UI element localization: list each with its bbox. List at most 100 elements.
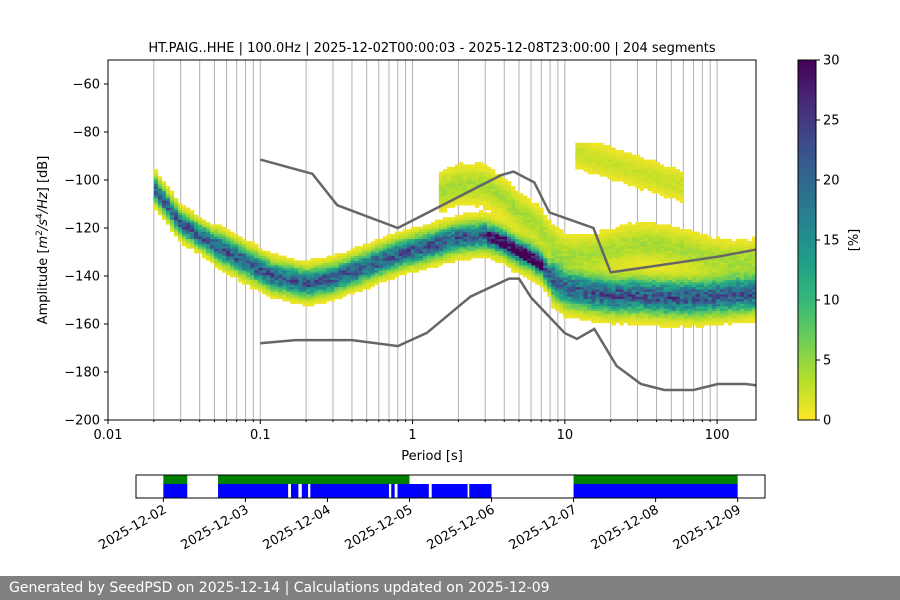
heatmap-cell [350,265,355,268]
heatmap-cell [603,253,608,256]
heatmap-cell [527,248,532,252]
heatmap-cell [711,262,717,266]
heatmap-cell [314,282,319,285]
heatmap-cell [326,294,331,297]
heatmap-cell [743,274,749,278]
heatmap-cell [515,200,520,204]
used-segment [301,484,309,498]
heatmap-cell [378,238,383,242]
heatmap-cell [366,279,371,283]
heatmap-cell [555,291,560,295]
heatmap-cell [495,190,500,194]
heatmap-cell [679,195,685,199]
heatmap-cell [675,262,681,266]
heatmap-cell [543,255,548,259]
heatmap-cell [619,159,624,163]
heatmap-cell [466,231,472,235]
heatmap-cell [422,226,428,230]
heatmap-cell [647,255,652,259]
heatmap-cell [651,306,656,309]
heatmap-cell [587,145,592,148]
heatmap-cell [619,171,624,175]
heatmap-cell [667,270,672,273]
heatmap-cell [651,270,656,273]
heatmap-cell [691,253,697,256]
heatmap-cell [623,306,628,309]
heatmap-cell [551,277,556,280]
heatmap-cell [615,162,620,165]
heatmap-cell [567,279,572,283]
heatmap-cell [595,248,600,252]
heatmap-cell [390,270,396,273]
heatmap-cell [643,231,648,235]
heatmap-cell [647,318,652,321]
heatmap-cell [619,250,624,254]
heatmap-cell [266,291,271,295]
heatmap-cell [499,193,504,196]
heatmap-cell [519,205,524,208]
heatmap-cell [519,217,524,220]
heatmap-cell [679,253,685,256]
heatmap-cell [751,282,756,285]
heatmap-cell [314,289,319,292]
heatmap-cell [747,270,753,273]
heatmap-cell [286,289,291,292]
heatmap-cell [623,320,628,324]
heatmap-cell [747,306,753,309]
heatmap-cell [479,222,484,225]
heatmap-cell [743,308,749,312]
heatmap-cell [238,243,243,247]
heatmap-cell [531,236,536,240]
heatmap-cell [727,274,733,278]
heatmap-cell [607,318,612,321]
heatmap-cell [362,274,367,278]
heatmap-cell [587,258,592,261]
heatmap-cell [599,145,604,148]
heatmap-cell [611,248,616,252]
heatmap-cell [282,289,287,292]
heatmap-cell [193,229,199,232]
heatmap-cell [679,322,685,326]
heatmap-cell [687,255,693,259]
heatmap-cell [193,246,199,249]
heatmap-cell [495,222,500,225]
heatmap-cell [422,234,428,237]
heatmap-cell [667,176,672,180]
heatmap-cell [330,274,335,278]
heatmap-cell [503,190,508,194]
heatmap-cell [627,262,632,266]
heatmap-cell [659,171,664,175]
heatmap-cell [543,248,548,252]
heatmap-cell [193,222,199,225]
heatmap-cell [282,298,287,302]
heatmap-cell [695,282,701,285]
heatmap-cell [647,298,652,302]
heatmap-cell [559,236,564,240]
heatmap-cell [579,253,584,256]
heatmap-cell [442,181,448,184]
heatmap-cell [458,222,464,225]
heatmap-cell [631,157,636,160]
heatmap-cell [563,262,568,266]
heatmap-cell [491,217,496,220]
heatmap-cell [462,183,468,187]
heatmap-cell [663,190,668,194]
timeline-tick-label: 2025-12-05 [343,502,416,553]
heatmap-cell [310,272,315,276]
heatmap-cell [366,243,371,247]
heatmap-cell [193,250,199,254]
heatmap-cell [671,303,677,307]
heatmap-cell [635,169,640,172]
heatmap-cell [230,238,235,242]
heatmap-cell [226,260,231,264]
heatmap-cell [262,277,267,280]
heatmap-cell [511,258,516,261]
heatmap-cell [346,289,351,292]
heatmap-cell [491,207,496,211]
heatmap-cell [523,229,528,232]
heatmap-cell [707,277,713,280]
heatmap-cell [499,214,504,218]
heatmap-cell [442,248,448,252]
heatmap-cell [747,250,753,254]
heatmap-cell [193,231,199,235]
